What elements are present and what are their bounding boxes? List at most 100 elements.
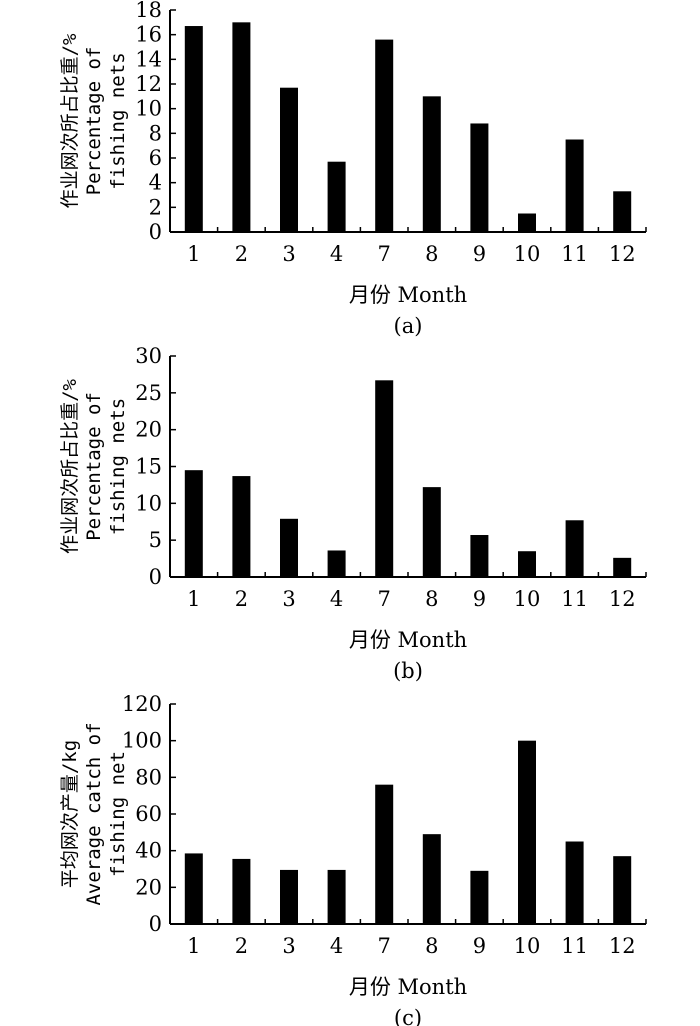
x-tick-label: 11 xyxy=(561,242,588,266)
y-tick-label: 120 xyxy=(122,692,162,716)
bar-month-9 xyxy=(470,123,489,232)
x-tick-label: 12 xyxy=(609,242,636,266)
x-tick-label: 7 xyxy=(378,587,391,611)
y-tick-label: 5 xyxy=(149,528,162,552)
x-tick-label: 3 xyxy=(282,934,295,958)
x-tick-label: 1 xyxy=(187,934,200,958)
bar-month-10 xyxy=(518,740,536,924)
y-tick-label: 100 xyxy=(122,729,162,753)
y-tick-label: 2 xyxy=(149,195,162,219)
bar-month-4 xyxy=(327,869,346,924)
y-tick-label: 15 xyxy=(135,455,162,479)
bar-month-2 xyxy=(232,22,251,233)
bar-month-11 xyxy=(565,841,584,924)
bar-month-2 xyxy=(232,476,251,577)
panel-caption: (c) xyxy=(394,1006,422,1026)
bar-month-7 xyxy=(375,380,394,577)
y-tick-label: 0 xyxy=(149,565,162,589)
y-tick-label: 0 xyxy=(149,220,162,244)
y-tick-label: 0 xyxy=(149,912,162,936)
y-tick-label: 18 xyxy=(135,0,162,22)
y-axis-title-line: Percentage of xyxy=(83,47,105,196)
y-tick-label: 6 xyxy=(149,146,162,170)
y-tick-label: 4 xyxy=(149,171,162,195)
panel-caption: (b) xyxy=(393,659,423,683)
y-tick-label: 8 xyxy=(149,121,162,145)
y-tick-label: 40 xyxy=(135,839,162,863)
x-tick-label: 11 xyxy=(561,934,588,958)
bar-month-9 xyxy=(470,535,489,577)
x-axis-title: 月份 Month xyxy=(349,628,467,652)
bar-month-4 xyxy=(327,161,346,232)
bar-month-12 xyxy=(613,191,632,232)
y-tick-label: 20 xyxy=(135,418,162,442)
y-tick-label: 10 xyxy=(135,491,162,515)
x-tick-label: 3 xyxy=(282,242,295,266)
bar-month-11 xyxy=(565,520,584,577)
y-tick-label: 60 xyxy=(135,802,162,826)
x-axis-title: 月份 Month xyxy=(349,975,467,999)
y-tick-label: 10 xyxy=(135,97,162,121)
x-tick-label: 2 xyxy=(235,242,248,266)
bar-month-3 xyxy=(280,518,298,577)
y-tick-label: 16 xyxy=(135,23,162,47)
y-axis-title-line: fishing net xyxy=(107,751,129,877)
x-tick-label: 4 xyxy=(330,934,343,958)
x-tick-label: 8 xyxy=(425,242,438,266)
x-tick-label: 7 xyxy=(378,242,391,266)
y-tick-label: 30 xyxy=(135,344,162,368)
y-axis-title-line: fishing nets xyxy=(107,52,129,189)
bar-month-12 xyxy=(613,557,632,577)
x-tick-label: 8 xyxy=(425,587,438,611)
bar-month-8 xyxy=(422,487,441,577)
x-tick-label: 8 xyxy=(425,934,438,958)
y-axis-title-line: Average catch of xyxy=(83,722,105,905)
y-axis-title-line: Percentage of xyxy=(83,392,105,541)
bar-month-7 xyxy=(375,39,394,232)
x-tick-label: 1 xyxy=(187,242,200,266)
x-tick-label: 12 xyxy=(609,587,636,611)
bar-month-2 xyxy=(232,858,251,924)
bar-month-9 xyxy=(470,870,489,924)
x-tick-label: 9 xyxy=(473,587,486,611)
bar-month-1 xyxy=(184,470,203,577)
y-tick-label: 20 xyxy=(135,875,162,899)
y-tick-label: 80 xyxy=(135,765,162,789)
x-tick-label: 2 xyxy=(235,587,248,611)
bar-month-8 xyxy=(422,834,441,924)
y-tick-label: 14 xyxy=(135,47,162,71)
bar-month-12 xyxy=(613,856,632,924)
x-tick-label: 10 xyxy=(514,587,541,611)
x-tick-label: 9 xyxy=(473,242,486,266)
y-tick-label: 25 xyxy=(135,381,162,405)
x-tick-label: 1 xyxy=(187,587,200,611)
bar-month-1 xyxy=(184,853,203,924)
bar-month-11 xyxy=(565,139,584,232)
bar-month-4 xyxy=(327,550,346,577)
x-tick-label: 4 xyxy=(330,242,343,266)
x-tick-label: 11 xyxy=(561,587,588,611)
bar-month-3 xyxy=(280,87,298,232)
panel-caption: (a) xyxy=(394,314,423,338)
bar-month-3 xyxy=(280,869,298,924)
bar-month-8 xyxy=(422,96,441,232)
y-axis-title-line: 平均网次产量/kg xyxy=(59,740,81,888)
x-tick-label: 2 xyxy=(235,934,248,958)
x-tick-label: 3 xyxy=(282,587,295,611)
bar-month-10 xyxy=(518,213,536,232)
y-axis-title-line: fishing nets xyxy=(107,398,129,535)
x-tick-label: 10 xyxy=(514,934,541,958)
y-axis-title-line: 作业网次所占比重/% xyxy=(59,379,81,554)
bar-month-1 xyxy=(184,26,203,233)
x-tick-label: 7 xyxy=(378,934,391,958)
x-tick-label: 4 xyxy=(330,587,343,611)
y-tick-label: 12 xyxy=(135,72,162,96)
x-axis-title: 月份 Month xyxy=(349,283,467,307)
x-tick-label: 10 xyxy=(514,242,541,266)
x-tick-label: 12 xyxy=(609,934,636,958)
y-axis-title-line: 作业网次所占比重/% xyxy=(59,33,81,208)
bar-month-10 xyxy=(518,551,536,577)
